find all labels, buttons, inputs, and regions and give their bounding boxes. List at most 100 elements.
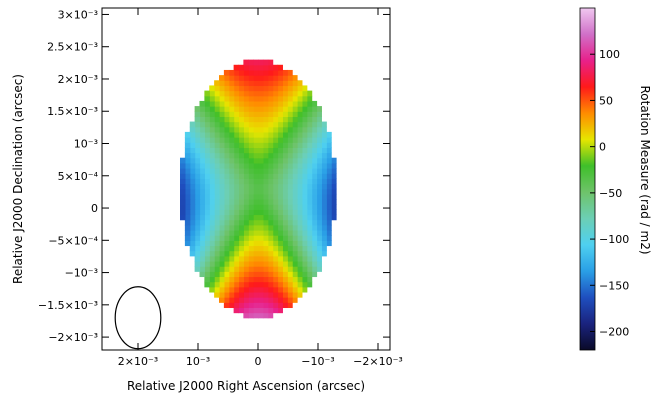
heatmap-cell [228, 297, 235, 303]
heatmap-cell [194, 116, 201, 123]
heatmap-cell [277, 281, 283, 288]
heatmap-cell [219, 152, 225, 159]
heatmap-cell [243, 188, 249, 195]
heatmap-cell [248, 271, 254, 278]
heatmap-cell [262, 240, 269, 247]
heatmap-cell [331, 193, 337, 200]
heatmap-cell [306, 142, 313, 148]
heatmap-cell [238, 64, 244, 71]
heatmap-cell [267, 116, 274, 123]
heatmap-cell [223, 106, 230, 112]
heatmap-cell [258, 183, 264, 190]
heatmap-cell [248, 64, 254, 71]
heatmap-cell [180, 173, 186, 179]
heatmap-cell [262, 307, 269, 314]
heatmap-cell [292, 178, 298, 185]
heatmap-cell [267, 152, 274, 159]
heatmap-cell [297, 204, 303, 210]
heatmap-cell [248, 307, 254, 314]
heatmap-cell [267, 224, 274, 231]
heatmap-cell [204, 137, 210, 143]
heatmap-cell [199, 193, 205, 200]
heatmap-cell [282, 126, 288, 133]
heatmap-cell [272, 193, 279, 200]
heatmap-cell [238, 260, 244, 267]
heatmap-cell [301, 224, 308, 231]
heatmap-cell [194, 137, 201, 143]
heatmap-cell [243, 199, 249, 205]
heatmap-cell [316, 204, 322, 210]
heatmap-cell [292, 276, 298, 283]
heatmap-cell [223, 193, 230, 200]
heatmap-cell [292, 193, 298, 200]
heatmap-cell [233, 69, 240, 76]
heatmap-cell [209, 121, 215, 128]
heatmap-cell [228, 126, 235, 133]
heatmap-cell [228, 131, 235, 138]
heatmap-cell [209, 281, 215, 288]
heatmap-cell [204, 106, 210, 112]
heatmap-cell [267, 59, 274, 66]
heatmap-cell [214, 276, 220, 283]
heatmap-cell [184, 204, 191, 210]
heatmap-cell [316, 219, 322, 226]
heatmap-cell [194, 188, 201, 195]
heatmap-cell [267, 80, 274, 87]
heatmap-cell [326, 235, 332, 241]
heatmap-cell [238, 85, 244, 92]
heatmap-cell [277, 255, 283, 262]
heatmap-cell [204, 266, 210, 272]
heatmap-cell [306, 214, 313, 221]
heatmap-cell [248, 286, 254, 293]
heatmap-cell [223, 162, 230, 169]
heatmap-cell [204, 131, 210, 138]
heatmap-cell [282, 250, 288, 257]
heatmap-cell [326, 137, 332, 143]
y-tick-label: 0 [91, 202, 98, 215]
heatmap-cell [277, 75, 283, 81]
heatmap-cell [233, 100, 240, 107]
heatmap-cell [199, 271, 205, 278]
heatmap-cell [267, 90, 274, 97]
heatmap-cell [184, 131, 191, 138]
heatmap-cell [258, 59, 264, 66]
heatmap-cell [209, 229, 215, 236]
heatmap-cell [199, 260, 205, 267]
heatmap-cell [223, 178, 230, 185]
heatmap-cell [214, 137, 220, 143]
y-tick-label: 2×10⁻³ [58, 73, 98, 86]
heatmap-cell [316, 121, 322, 128]
heatmap-cell [262, 224, 269, 231]
heatmap-cell [189, 157, 196, 164]
heatmap-cell [267, 302, 274, 309]
heatmap-cell [297, 137, 303, 143]
heatmap-cell [180, 199, 186, 205]
heatmap-cell [219, 173, 225, 179]
heatmap-cell [321, 219, 327, 226]
heatmap-cell [301, 90, 308, 97]
heatmap-cell [326, 142, 332, 148]
heatmap-cell [194, 229, 201, 236]
heatmap-cell [262, 255, 269, 262]
heatmap-cell [267, 131, 274, 138]
heatmap-cell [189, 193, 196, 200]
heatmap-cell [297, 291, 303, 298]
heatmap-cell [297, 95, 303, 102]
heatmap-cell [243, 240, 249, 247]
heatmap-cell [306, 106, 313, 112]
heatmap-cell [233, 188, 240, 195]
heatmap-cell [204, 281, 210, 288]
heatmap-cell [316, 229, 322, 236]
heatmap-cell [189, 126, 196, 133]
heatmap-cell [311, 235, 318, 241]
heatmap-cell [321, 142, 327, 148]
heatmap-cell [321, 121, 327, 128]
heatmap-cell [331, 183, 337, 190]
heatmap-cell [301, 95, 308, 102]
heatmap-cell [306, 111, 313, 118]
heatmap-cell [277, 95, 283, 102]
heatmap-cell [228, 137, 235, 143]
heatmap-cell [272, 178, 279, 185]
heatmap-cell [262, 245, 269, 252]
heatmap-cell [267, 188, 274, 195]
